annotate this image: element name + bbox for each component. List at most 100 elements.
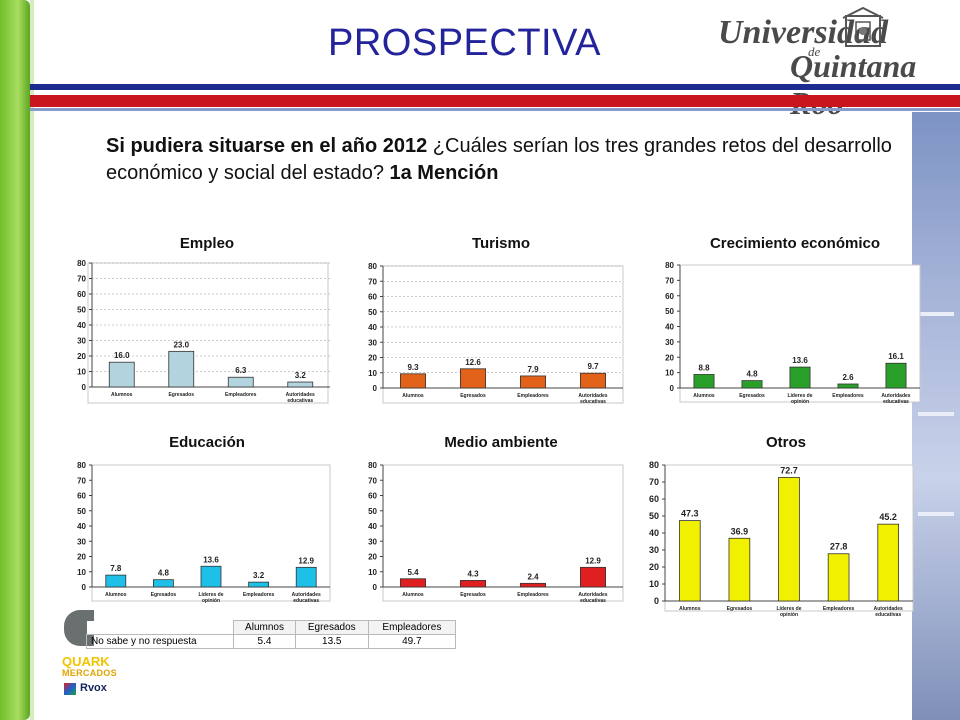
y-tick-label: 80: [649, 460, 659, 470]
y-tick-label: 10: [665, 369, 674, 378]
bar: [168, 350, 195, 388]
left-accent-highlight: [30, 0, 34, 720]
cube-icon: [64, 683, 76, 695]
bar: [837, 383, 859, 389]
data-label: 13.6: [203, 555, 219, 564]
x-tick-label: Autoridades educativas: [286, 392, 315, 404]
x-tick-label: Empleadores: [517, 393, 549, 399]
bar: [295, 566, 317, 588]
y-tick-label: 10: [77, 368, 86, 377]
bar: [108, 361, 135, 388]
data-label: 2.6: [842, 373, 854, 382]
bar: [520, 375, 547, 389]
y-tick-label: 50: [368, 507, 377, 516]
chart-title: Otros: [766, 434, 806, 451]
x-tick-label: Empleadores: [832, 393, 864, 399]
y-tick-label: 10: [77, 568, 86, 577]
x-tick-label: Líderes de opinión: [787, 393, 812, 405]
y-tick-label: 60: [77, 290, 86, 299]
y-tick-label: 0: [373, 583, 378, 592]
question-tail: 1a Mención: [389, 162, 499, 184]
y-tick-label: 10: [649, 579, 659, 589]
y-tick-label: 40: [77, 321, 86, 330]
x-tick-label: Líderes de opinión: [776, 606, 801, 618]
x-tick-label: Autoridades educativas: [874, 606, 903, 618]
x-tick-label: Empleadores: [243, 592, 275, 598]
x-tick-label: Autoridades educativas: [578, 393, 607, 405]
bar: [885, 362, 907, 389]
y-tick-label: 30: [77, 537, 86, 546]
data-label: 12.6: [465, 358, 481, 367]
bar: [248, 581, 269, 588]
data-label: 9.3: [407, 363, 419, 372]
bar: [105, 574, 127, 588]
y-tick-label: 80: [77, 259, 86, 268]
data-label: 7.9: [527, 365, 539, 374]
bar: [459, 368, 486, 389]
y-tick-label: 80: [368, 262, 377, 271]
logo-line-2: de: [808, 44, 821, 59]
y-tick-label: 40: [649, 528, 659, 538]
y-tick-label: 50: [77, 507, 86, 516]
table-cell: No sabe y no respuesta: [85, 634, 235, 649]
y-tick-label: 60: [368, 293, 377, 302]
bar: [778, 477, 800, 602]
y-tick-label: 20: [77, 352, 86, 361]
y-tick-label: 0: [670, 384, 675, 393]
survey-question: Si pudiera situarse en el año 2012 ¿Cuál…: [106, 133, 906, 187]
data-label: 5.4: [407, 568, 419, 577]
x-tick-label: Alumnos: [402, 592, 424, 598]
y-tick-label: 20: [649, 562, 659, 572]
bar: [287, 381, 314, 388]
table-cell: 49.7: [367, 634, 457, 649]
data-label: 12.9: [585, 556, 601, 565]
header-stripe-thin: [30, 108, 960, 111]
header-stripe-red: [30, 95, 960, 107]
y-tick-label: 10: [368, 568, 377, 577]
y-tick-label: 0: [373, 384, 378, 393]
chart-title: Turismo: [472, 235, 530, 252]
bar: [877, 523, 900, 602]
chart-title: Crecimiento económico: [710, 235, 880, 252]
x-tick-label: Egresados: [460, 393, 486, 399]
bar: [399, 578, 426, 588]
y-tick-label: 50: [368, 308, 377, 317]
data-label: 47.3: [681, 509, 699, 519]
y-tick-label: 60: [649, 494, 659, 504]
brand-line-2: MERCADOS: [62, 668, 117, 678]
bar: [520, 582, 547, 588]
bar: [693, 374, 715, 389]
data-label: 45.2: [879, 512, 897, 522]
bar: [580, 566, 607, 588]
no-answer-table: Alumnos Egresados Empleadores No sabe y …: [85, 620, 457, 649]
y-tick-label: 20: [368, 354, 377, 363]
x-tick-label: Empleadores: [823, 606, 855, 612]
page-title: PROSPECTIVA: [328, 22, 601, 64]
question-text: ¿Cuáles serían los tres grandes retos de…: [106, 135, 892, 184]
table-header-cell: Egresados: [294, 620, 369, 635]
left-accent-bar: [0, 0, 30, 720]
x-tick-label: Empleadores: [517, 592, 549, 598]
x-tick-label: Egresados: [727, 606, 753, 612]
x-tick-label: Alumnos: [105, 592, 127, 598]
y-tick-label: 80: [77, 461, 86, 470]
y-tick-label: 10: [368, 369, 377, 378]
bar: [459, 580, 486, 588]
y-tick-label: 30: [649, 545, 659, 555]
x-tick-label: Autoridades educativas: [881, 393, 910, 405]
x-tick-label: Empleadores: [225, 392, 257, 398]
header-stripe-blue: [30, 84, 960, 90]
data-label: 2.4: [527, 572, 539, 581]
building-photo: [912, 112, 960, 720]
y-tick-label: 80: [665, 261, 674, 270]
data-label: 27.8: [830, 542, 848, 552]
data-label: 23.0: [173, 340, 189, 349]
y-tick-label: 70: [368, 277, 377, 286]
bar: [741, 380, 763, 389]
bar: [678, 520, 701, 602]
data-label: 4.3: [467, 569, 479, 578]
bar: [827, 553, 850, 602]
y-tick-label: 30: [77, 337, 86, 346]
table-header-cell: [86, 620, 234, 635]
